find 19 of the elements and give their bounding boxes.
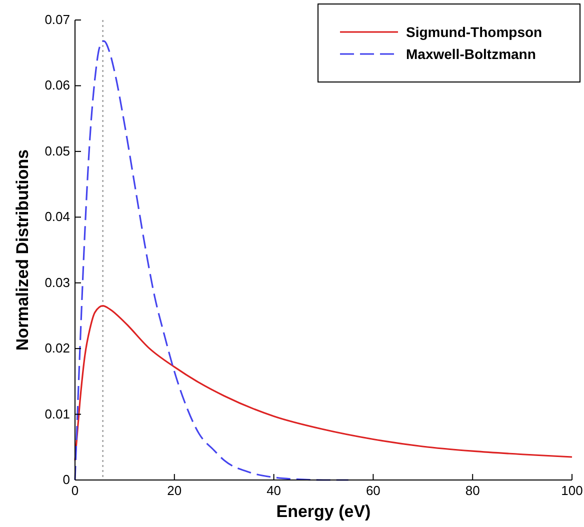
line-series — [74, 40, 350, 481]
y-tick-label: 0.07 — [44, 12, 70, 27]
legend-label: Sigmund-Thompson — [406, 24, 542, 40]
line-series — [74, 305, 573, 462]
legend-label: Maxwell-Boltzmann — [406, 46, 536, 62]
y-axis-title: Normalized Distributions — [13, 149, 32, 351]
y-tick-label: 0.02 — [44, 340, 70, 356]
x-tick-label: 40 — [266, 483, 282, 498]
x-tick-label: 20 — [167, 483, 182, 498]
x-axis-title: Energy (eV) — [276, 502, 371, 521]
y-tick-label: 0.01 — [44, 406, 70, 422]
x-tick-label: 80 — [465, 483, 480, 498]
y-tick-label: 0 — [62, 472, 70, 487]
x-tick-label: 60 — [366, 483, 380, 498]
y-tick-label: 0.04 — [44, 209, 70, 224]
x-tick-label: 100 — [561, 483, 583, 498]
y-tick-label: 0.06 — [44, 78, 70, 93]
y-tick-label: 0.05 — [44, 143, 70, 158]
y-tick-label: 0.03 — [44, 274, 70, 290]
